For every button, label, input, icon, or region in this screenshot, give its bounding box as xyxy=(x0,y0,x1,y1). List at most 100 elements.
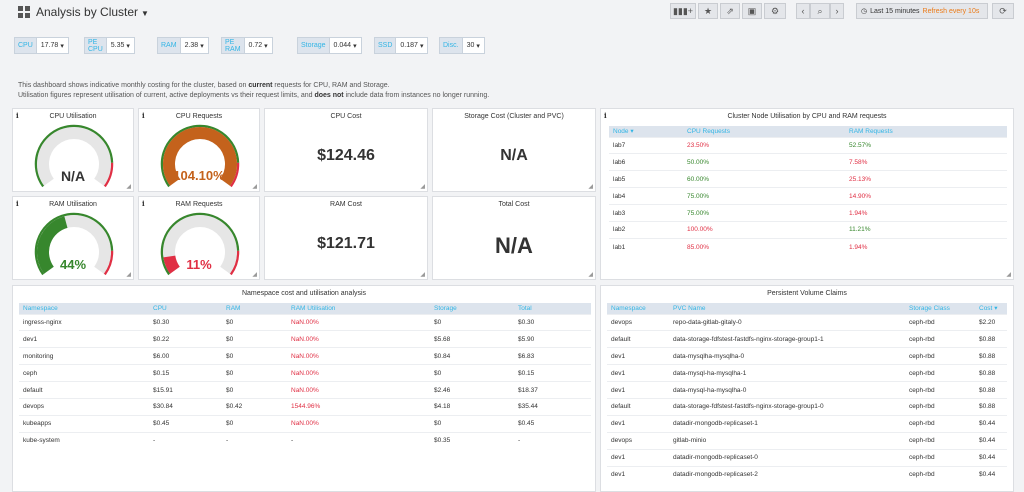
cpu-utilisation-panel[interactable]: i CPU Utilisation N/A ◢ xyxy=(12,108,134,192)
table-cell: $0.44 xyxy=(975,465,1007,483)
table-cell: $0.88 xyxy=(975,347,1007,365)
settings-button[interactable]: ⚙ xyxy=(764,3,786,19)
column-header-pvc-name[interactable]: PVC Name xyxy=(669,303,905,314)
cpu-requests-panel[interactable]: i CPU Requests 104.10% ◢ xyxy=(138,108,260,192)
table-cell: data-storage-fdfstest-fastdfs-nginx-stor… xyxy=(669,397,905,416)
gauge-threshold-high xyxy=(103,250,114,276)
resize-handle[interactable]: ◢ xyxy=(252,184,257,190)
caret-down-icon: ▾ xyxy=(200,42,204,50)
info-icon[interactable]: i xyxy=(604,111,607,120)
column-header-cpu[interactable]: CPU xyxy=(149,303,222,314)
time-back-button[interactable]: ‹ xyxy=(796,3,810,19)
cpu-cost-panel[interactable]: CPU Cost $124.46 ◢ xyxy=(264,108,428,192)
ram-requests-panel[interactable]: i RAM Requests 11% ◢ xyxy=(138,196,260,280)
pvc-panel[interactable]: Persistent Volume Claims Namespace PVC N… xyxy=(600,285,1014,492)
cpu-requests-gauge xyxy=(160,124,240,188)
table-cell: NaN.00% xyxy=(287,381,430,399)
chevron-down-icon: ▼ xyxy=(141,9,149,18)
table-cell: $0.44 xyxy=(975,431,1007,450)
resize-handle[interactable]: ◢ xyxy=(420,184,425,190)
column-header-total[interactable]: Total xyxy=(514,303,591,314)
top-bar: Analysis by Cluster ▼ ▮▮▮+ ★ ⇗ ▣ ⚙ ‹ ⌕ › … xyxy=(0,0,1024,26)
zoom-out-button[interactable]: ⌕ xyxy=(810,3,830,19)
column-header-cpu-requests[interactable]: CPU Requests xyxy=(683,126,845,137)
column-header-storage-class[interactable]: Storage Class xyxy=(905,303,975,314)
table-row: devops $30.84 $0.42 1544.96% $4.18 $35.44 xyxy=(19,397,591,416)
namespace-cost-panel[interactable]: Namespace cost and utilisation analysis … xyxy=(12,285,596,492)
table-cell: $0.35 xyxy=(430,431,514,450)
table-cell: $0 xyxy=(430,414,514,433)
share-button[interactable]: ⇗ xyxy=(720,3,740,19)
table-cell: $5.90 xyxy=(514,330,591,348)
table-row: ingress-nginx $0.30 $0 NaN.00% $0 $0.30 xyxy=(19,313,591,331)
table-cell: 1544.96% xyxy=(287,397,430,416)
table-cell: 25.13% xyxy=(845,170,1007,188)
caret-down-icon: ▾ xyxy=(264,42,268,50)
time-picker[interactable]: ◷ Last 15 minutes Refresh every 10s xyxy=(856,3,988,19)
variable-ssd[interactable]: SSD 0.187 ▾ xyxy=(374,37,429,54)
table-cell: 85.00% xyxy=(683,237,845,256)
table-cell: ceph-rbd xyxy=(905,364,975,382)
time-forward-button[interactable]: › xyxy=(830,3,844,19)
gauge-threshold-high xyxy=(229,250,240,276)
column-header-ram-utilisation[interactable]: RAM Utilisation xyxy=(287,303,430,314)
chevron-left-icon: ‹ xyxy=(801,6,805,16)
table-cell: dev1 xyxy=(607,414,669,433)
table-row: devops gitlab-minio ceph-rbd $0.44 xyxy=(607,431,1007,450)
dashboard-title[interactable]: Analysis by Cluster ▼ xyxy=(36,5,149,19)
column-header-cost[interactable]: Cost ▾ xyxy=(975,303,1007,314)
resize-handle[interactable]: ◢ xyxy=(588,272,593,278)
variable-cpu[interactable]: CPU 17.78 ▾ xyxy=(14,37,69,54)
table-row: lab3 75.00% 1.94% xyxy=(609,204,1007,222)
resize-handle[interactable]: ◢ xyxy=(252,272,257,278)
table-cell: $2.20 xyxy=(975,313,1007,331)
dashboard-description: This dashboard shows indicative monthly … xyxy=(18,82,490,99)
add-panel-icon: ▮▮▮+ xyxy=(672,5,694,16)
ram-cost-panel[interactable]: RAM Cost $121.71 ◢ xyxy=(264,196,428,280)
column-header-storage[interactable]: Storage xyxy=(430,303,514,314)
save-button[interactable]: ▣ xyxy=(742,3,762,19)
clock-icon: ◷ xyxy=(861,8,868,15)
table-cell: devops xyxy=(607,313,669,331)
refresh-button[interactable]: ⟳ xyxy=(992,3,1014,19)
gauge-value: N/A xyxy=(60,168,86,184)
column-header-node[interactable]: Node ▾ xyxy=(609,126,683,137)
table-cell: $0.84 xyxy=(430,347,514,365)
column-header-namespace[interactable]: Namespace xyxy=(607,303,669,314)
resize-handle[interactable]: ◢ xyxy=(588,184,593,190)
resize-handle[interactable]: ◢ xyxy=(126,184,131,190)
info-icon[interactable]: i xyxy=(16,199,19,208)
table-cell: data-mysql-ha-mysqlha-0 xyxy=(669,381,905,399)
ram-utilisation-panel[interactable]: i RAM Utilisation 44% ◢ xyxy=(12,196,134,280)
table-row: default data-storage-fdfstest-fastdfs-ngi… xyxy=(607,330,1007,348)
ram-cost-value: $121.71 xyxy=(317,235,375,252)
resize-handle[interactable]: ◢ xyxy=(420,272,425,278)
table-cell: - xyxy=(287,431,430,450)
column-header-namespace[interactable]: Namespace xyxy=(19,303,149,314)
add-panel-button[interactable]: ▮▮▮+ xyxy=(670,3,696,19)
star-button[interactable]: ★ xyxy=(698,3,718,19)
variable-pe-ram[interactable]: PE RAM 0.72 ▾ xyxy=(221,37,273,54)
gauge-threshold-ok xyxy=(34,212,114,276)
total-cost-panel[interactable]: Total Cost N/A ◢ xyxy=(432,196,596,280)
table-cell: $5.68 xyxy=(430,330,514,348)
table-cell: $4.18 xyxy=(430,397,514,416)
variable-ram[interactable]: RAM 2.38 ▾ xyxy=(157,37,209,54)
variable-disc[interactable]: Disc. 30 ▾ xyxy=(439,37,485,54)
table-cell: $0.42 xyxy=(222,397,287,416)
info-icon[interactable]: i xyxy=(142,199,145,208)
resize-handle[interactable]: ◢ xyxy=(126,272,131,278)
table-cell: $0.44 xyxy=(975,448,1007,467)
node-utilisation-panel[interactable]: i Cluster Node Utilisation by CPU and RA… xyxy=(600,108,1014,280)
table-cell: NaN.00% xyxy=(287,347,430,365)
variable-storage[interactable]: Storage 0.044 ▾ xyxy=(297,37,362,54)
table-cell: datadir-mongodb-replicaset-2 xyxy=(669,465,905,483)
column-header-ram[interactable]: RAM xyxy=(222,303,287,314)
column-header-ram-requests[interactable]: RAM Requests xyxy=(845,126,1007,137)
resize-handle[interactable]: ◢ xyxy=(1006,272,1011,278)
info-icon[interactable]: i xyxy=(142,111,145,120)
info-icon[interactable]: i xyxy=(16,111,19,120)
variable-pe-cpu[interactable]: PE CPU 5.35 ▾ xyxy=(84,37,135,54)
dashboard-grid-icon xyxy=(18,6,30,18)
storage-cost-panel[interactable]: Storage Cost (Cluster and PVC) N/A ◢ xyxy=(432,108,596,192)
